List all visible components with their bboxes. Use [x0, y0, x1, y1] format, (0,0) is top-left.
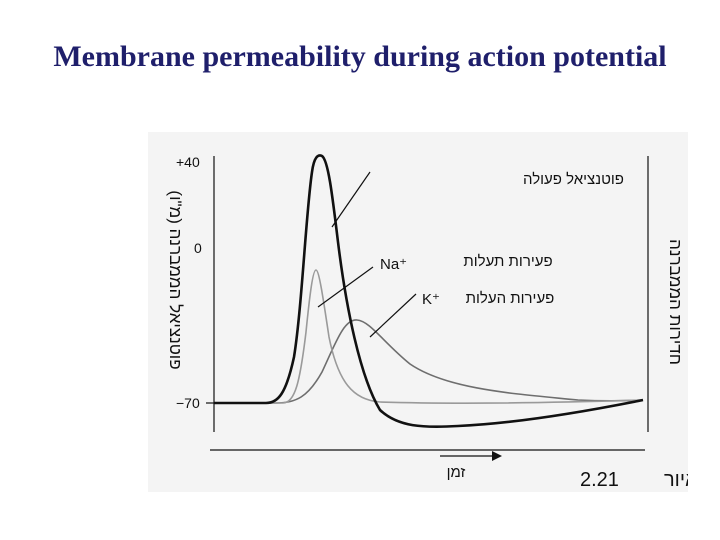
- y-tick-plus40: +40: [176, 154, 200, 170]
- action-potential-label-text: פוטנציאל פעולה: [523, 171, 624, 188]
- na-leader: [317, 266, 374, 308]
- figure-number: 2.21: [580, 469, 619, 491]
- figure-svg: +40 0 −70 פוטנציאל הממברנה (מ"ו) חדירות …: [166, 154, 688, 491]
- y-tick-minus70: −70: [176, 395, 200, 411]
- figure-word: איור: [664, 469, 688, 491]
- k-permeability-curve: [214, 319, 644, 404]
- na-permeability-label: פעירות תעלות: [463, 253, 552, 270]
- y-tick-zero: 0: [194, 240, 202, 256]
- slide-title: Membrane permeability during action pote…: [53, 40, 667, 73]
- k-permeability-label: פעירות העלות: [466, 290, 555, 307]
- membrane-permeability-axis-label: חדירות הממברנה: [666, 239, 685, 365]
- action-potential-curve: [214, 154, 644, 429]
- action-potential-leader: [331, 171, 371, 228]
- membrane-potential-axis-label: פוטנציאל הממברנה (מ"ו): [166, 190, 185, 369]
- time-axis-label: זמן: [447, 464, 466, 481]
- permeability-figure: +40 0 −70 פוטנציאל הממברנה (מ"ו) חדירות …: [148, 132, 688, 492]
- action-potential-label: פוטנציאל פעולה: [523, 171, 624, 188]
- k-ion-label: K⁺: [422, 291, 440, 308]
- na-ion-label: Na⁺: [380, 256, 407, 273]
- time-arrow-head-icon: [492, 451, 502, 461]
- na-permeability-curve: [214, 269, 644, 404]
- k-leader: [369, 293, 417, 338]
